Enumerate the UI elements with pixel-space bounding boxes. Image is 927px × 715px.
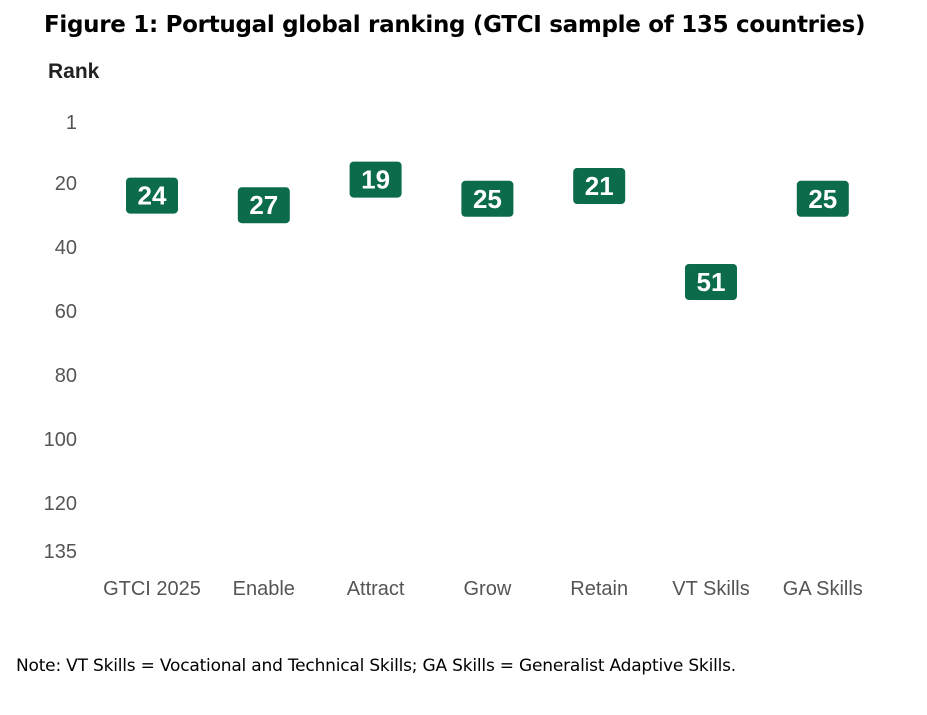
data-marker <box>573 168 626 204</box>
data-label: 25 <box>808 184 837 214</box>
x-tick-label: Enable <box>233 578 295 600</box>
x-tick-label: Retain <box>570 578 628 600</box>
data-label: 25 <box>473 184 502 214</box>
data-marker <box>461 180 514 217</box>
chart-note: Note: VT Skills = Vocational and Technic… <box>16 656 737 676</box>
y-tick-label: 135 <box>44 541 77 563</box>
data-label: 19 <box>361 165 390 195</box>
data-marker <box>237 187 290 224</box>
y-tick-label: 40 <box>55 237 77 259</box>
data-label: 21 <box>585 171 614 201</box>
y-axis-label: Rank <box>48 60 100 83</box>
y-tick-label: 20 <box>55 173 77 195</box>
x-tick-label: GA Skills <box>783 578 863 600</box>
y-tick-label: 100 <box>44 429 77 451</box>
x-tick-label: GTCI 2025 <box>103 578 201 600</box>
data-marker <box>349 161 402 198</box>
data-label: 27 <box>249 190 278 220</box>
data-label: 51 <box>697 267 726 297</box>
data-marker <box>796 180 849 217</box>
x-tick-label: VT Skills <box>672 578 749 600</box>
y-tick-label: 80 <box>55 365 77 387</box>
x-tick-label: Grow <box>464 578 512 600</box>
x-tick-label: Attract <box>347 578 405 600</box>
data-marker <box>126 177 178 214</box>
y-tick-label: 60 <box>55 301 77 323</box>
y-tick-label: 1 <box>66 112 77 134</box>
chart-title: Figure 1: Portugal global ranking (GTCI … <box>44 12 866 38</box>
data-label: 24 <box>138 181 167 211</box>
data-marker <box>685 264 737 300</box>
y-tick-label: 120 <box>44 493 77 515</box>
